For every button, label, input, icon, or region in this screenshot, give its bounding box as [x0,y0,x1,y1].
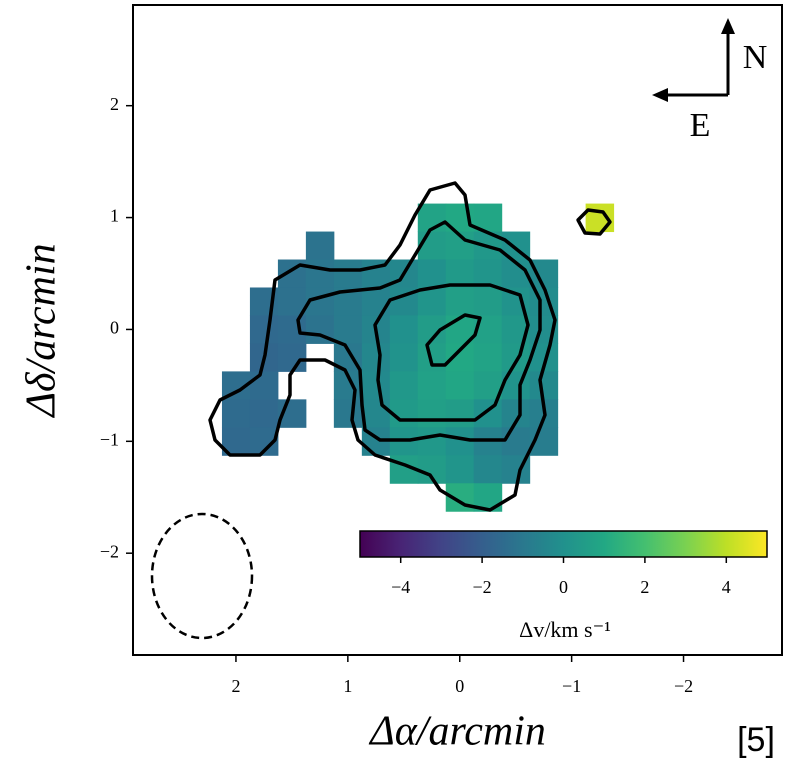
compass [652,18,735,102]
contour [425,313,482,367]
y-tick-label: −2 [100,541,119,561]
cell [417,399,447,428]
x-tick-label: 2 [231,676,240,696]
colorbar [359,530,768,558]
cell [333,315,363,344]
y-tick-label: 1 [110,206,119,226]
cell [445,259,475,288]
colorbar-tick-label: 4 [722,577,731,597]
cell [445,455,475,484]
cell [501,427,531,456]
cell [417,287,447,316]
cell [529,259,559,288]
east-label: E [690,107,711,144]
cell [417,259,447,288]
contours [208,181,612,512]
cell [249,371,279,400]
colorbar-tick-label: 2 [640,577,649,597]
citation: [5] [737,721,775,759]
contour [208,181,557,512]
cell [445,287,475,316]
cell [473,259,503,288]
y-axis-label: Δδ/arcmin [19,243,65,418]
cell [417,427,447,456]
cell [333,259,363,288]
arrowhead [721,18,735,34]
contour [373,283,530,422]
cell [361,343,391,372]
cell [277,315,307,344]
cell [473,287,503,316]
cell [389,371,419,400]
cell [445,399,475,428]
contour [296,220,542,442]
cell [221,399,251,428]
cell [361,287,391,316]
cell [389,343,419,372]
y-tick-label: 2 [110,94,119,114]
cell [305,231,335,261]
cell [473,455,503,484]
cell [277,343,307,372]
colorbar-tick-label: −4 [391,577,410,597]
x-tick-label: 1 [343,676,352,696]
cell [473,343,503,372]
cell [305,259,335,288]
cell [249,399,279,428]
cell [361,399,391,428]
cell [473,399,503,428]
x-axis-label: Δα/arcmin [368,709,546,755]
beam [150,512,254,640]
colorbar-label: Δv/km s⁻¹ [519,617,611,642]
cell [361,371,391,400]
x-tick-label: 0 [455,676,464,696]
colorbar-tick-label: −2 [473,577,492,597]
contour [576,208,612,236]
cell [417,371,447,400]
y-tick-label: 0 [110,318,119,338]
cell [389,315,419,344]
cell [417,343,447,372]
cell [249,315,279,344]
cell [445,371,475,400]
x-tick-label: −1 [562,676,581,696]
cell [333,399,363,428]
cell [585,203,615,233]
y-tick-label: −1 [100,429,119,449]
arrowhead [652,88,668,102]
colorbar-tick-label: 0 [559,577,568,597]
north-label: N [743,39,768,76]
x-tick-label: −2 [674,676,693,696]
